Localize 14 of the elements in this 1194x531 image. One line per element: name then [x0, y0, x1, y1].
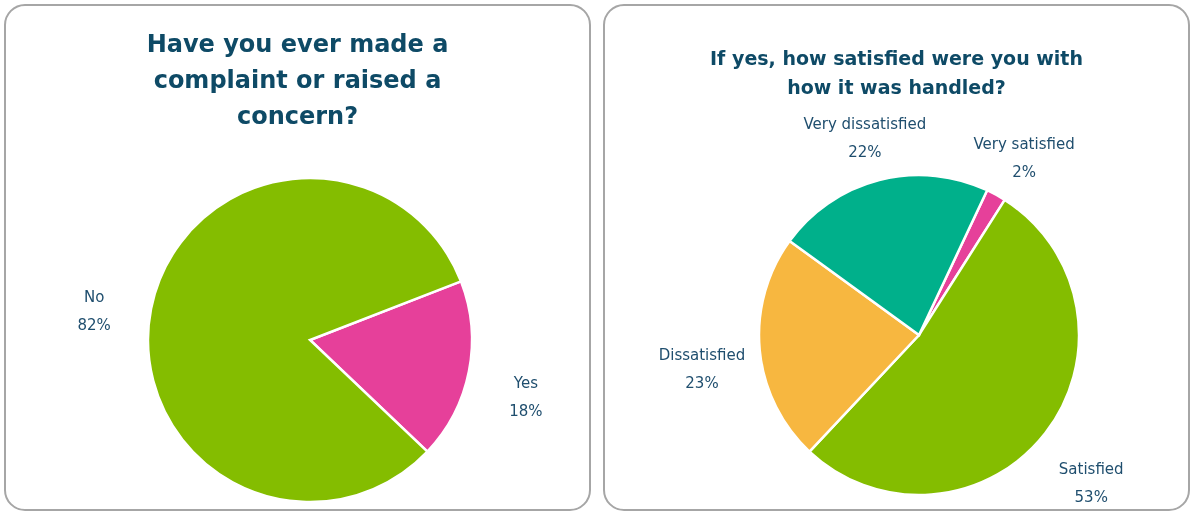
data-label: 23% [685, 374, 719, 393]
slice-label: No [83, 288, 105, 307]
slice-label: Dissatisfied [658, 346, 746, 365]
data-label: 53% [1074, 487, 1108, 506]
data-label: 2% [1012, 162, 1036, 181]
data-label: 18% [509, 401, 543, 420]
data-label: 22% [848, 142, 882, 161]
slice-label: Very dissatisfied [803, 114, 927, 133]
data-label: 82% [77, 316, 111, 335]
slice-label: Satisfied [1058, 459, 1124, 478]
slice-label: Yes [512, 373, 539, 392]
slice-label: Very satisfied [973, 134, 1075, 153]
chart-title: If yes, how satisfied were you with how it was handled? [710, 47, 1083, 98]
chart-title: Have you ever made a complaint or raised a concern? [146, 30, 449, 130]
